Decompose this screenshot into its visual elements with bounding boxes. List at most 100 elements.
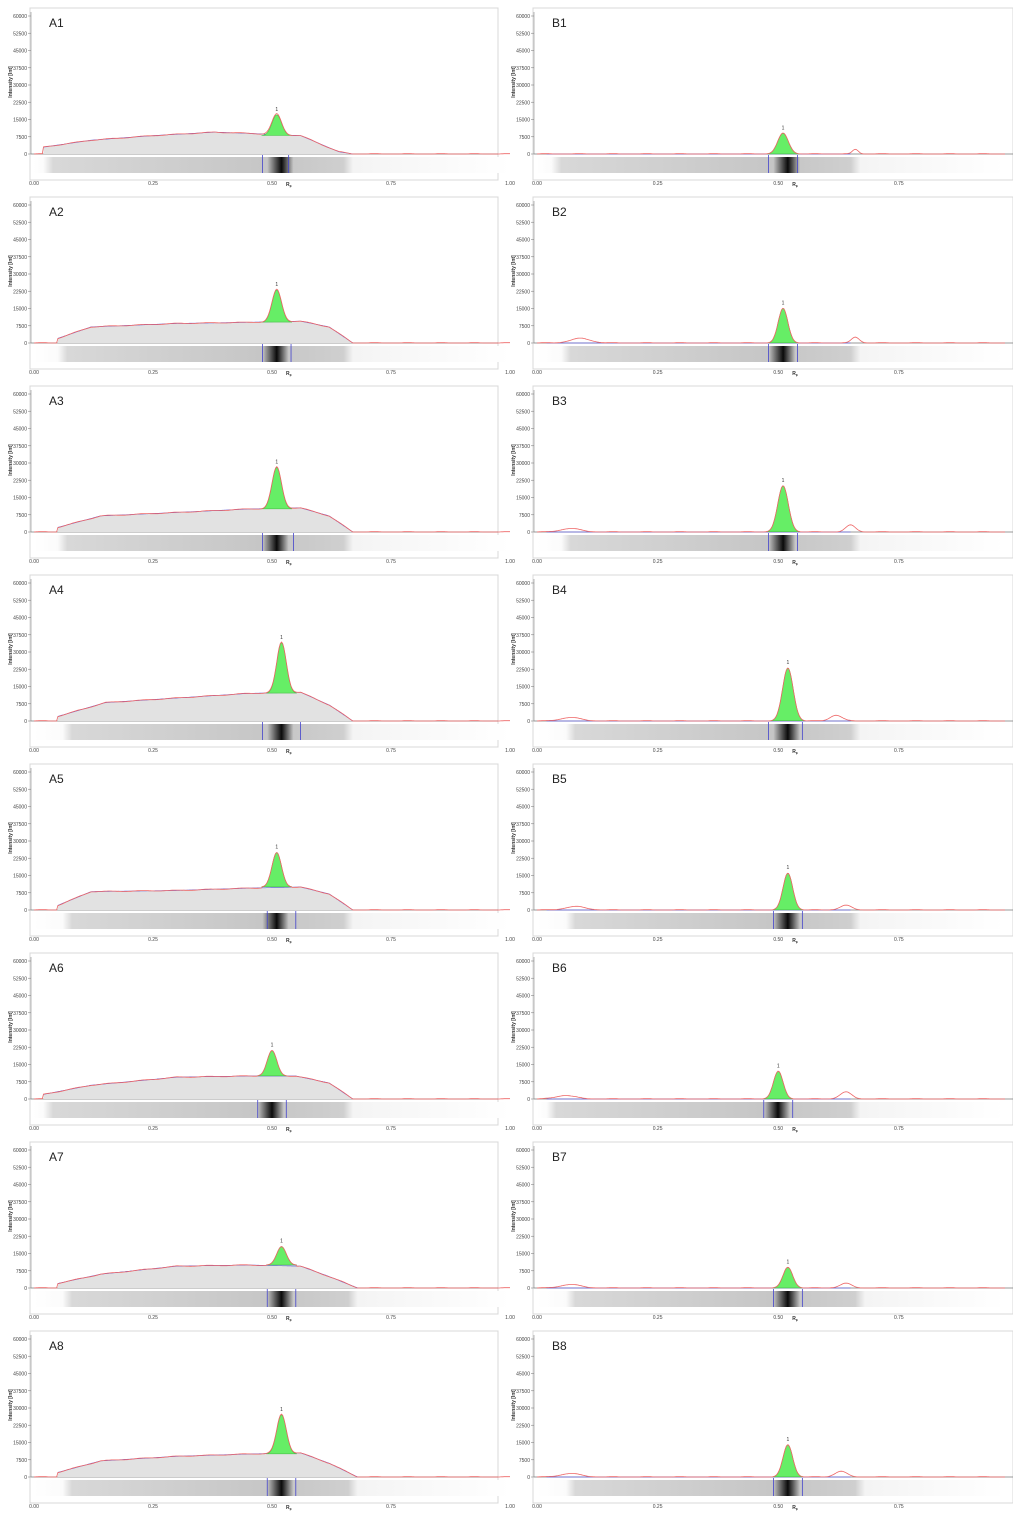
panel-b6: B6 60000 52500 45000 37500 30000 22500 15000 750… [503,949,1013,1137]
panel-label: B3 [552,394,567,408]
lane-strip [34,346,510,362]
x-tick-label: 0.25 [653,1504,663,1510]
x-tick-label: 0.00 [532,1126,542,1132]
plot-frame [532,1141,1013,1315]
y-tick-label: 52500 [13,1354,27,1360]
panel-label: B7 [552,1150,567,1164]
rf-subscript: F [796,374,799,378]
chart-svg: B3 60000 52500 45000 37500 30000 22500 15000 750… [511,385,1013,567]
y-tick-label: 0 [24,1097,27,1103]
panel-b5: B5 60000 52500 45000 37500 30000 22500 15000 750… [503,760,1013,948]
y-tick-label: 60000 [516,1337,530,1343]
y-tick-label: 52500 [516,409,530,415]
chart-svg: B5 60000 52500 45000 37500 30000 22500 15000 750… [511,763,1013,945]
x-tick-label: 0.00 [532,370,542,376]
lane-strip [537,1480,1005,1496]
x-tick-label: 0.75 [386,1315,396,1321]
x-tick-label: 0.25 [148,559,158,565]
y-tick-label: 22500 [516,856,530,862]
rf-subscript: F [290,563,293,567]
x-tick-label: 0.50 [267,937,277,943]
x-tick-label: 0.25 [653,370,663,376]
rf-subscript: F [796,1130,799,1134]
y-tick-label: 37500 [516,1200,530,1206]
panel-a8: A8 60000 52500 45000 37500 30000 22500 15000 750… [0,1327,515,1515]
peak-label: 1 [786,865,789,871]
signal-trace [536,667,1005,722]
y-tick-label: 37500 [516,66,530,72]
x-tick-label: 0.75 [894,1126,904,1132]
rf-subscript: F [796,752,799,756]
rf-label: RF [792,182,799,189]
x-tick-label: 0.00 [29,181,39,187]
y-tick-label: 30000 [13,1217,27,1223]
x-tick-label: 0.50 [773,1315,783,1321]
y-tick-label: 30000 [13,272,27,278]
y-tick-label: 52500 [13,31,27,37]
rf-subscript: F [290,1130,293,1134]
x-tick-label: 0.00 [29,937,39,943]
y-tick-label: 52500 [13,1165,27,1171]
panel-label: B2 [552,205,567,219]
signal-trace [536,485,1005,533]
y-tick-label: 22500 [13,100,27,106]
y-axis-label: Intensity [Int] [511,444,517,476]
peak-label: 1 [786,1259,789,1265]
signal-trace [536,307,1005,344]
lane-strip [537,346,1005,362]
y-axis-label: Intensity [Int] [8,1389,14,1421]
rf-label: RF [792,1127,799,1134]
x-tick-label: 1.00 [505,748,515,754]
x-tick-label: 0.00 [29,1126,39,1132]
panel-label: B8 [552,1339,567,1353]
y-tick-label: 30000 [13,650,27,656]
y-tick-label: 30000 [516,1406,530,1412]
y-tick-label: 37500 [13,66,27,72]
lane-strip [537,724,1005,740]
y-tick-label: 30000 [516,839,530,845]
y-tick-label: 60000 [13,14,27,20]
lane-strip [34,535,510,551]
x-tick-label: 1.00 [505,1504,515,1510]
x-tick-label: 0.50 [773,181,783,187]
y-tick-label: 15000 [13,1252,27,1258]
x-tick-label: 0.25 [653,1315,663,1321]
panel-label: A4 [49,583,64,597]
x-tick-label: 0.25 [148,937,158,943]
y-tick-label: 45000 [13,49,27,55]
rf-subscript: F [796,1508,799,1512]
y-tick-label: 60000 [13,581,27,587]
x-tick-label: 0.00 [532,559,542,565]
y-tick-label: 30000 [516,650,530,656]
x-tick-label: 1.00 [505,1126,515,1132]
x-tick-label: 0.50 [773,1504,783,1510]
y-tick-label: 30000 [516,461,530,467]
y-tick-label: 45000 [13,616,27,622]
y-tick-label: 60000 [516,1148,530,1154]
y-tick-label: 22500 [13,1045,27,1051]
background-area [57,321,353,343]
y-tick-label: 60000 [516,392,530,398]
y-tick-label: 0 [527,1475,530,1481]
y-tick-label: 0 [24,152,27,158]
y-tick-label: 0 [527,719,530,725]
panel-label: B4 [552,583,567,597]
panel-label: A8 [49,1339,64,1353]
x-tick-label: 0.25 [148,1504,158,1510]
plot-frame [532,574,1013,748]
y-tick-label: 30000 [516,1028,530,1034]
y-tick-label: 60000 [13,203,27,209]
peak-label: 1 [271,1043,274,1049]
peak-label: 1 [280,1239,283,1245]
y-tick-label: 22500 [13,289,27,295]
x-tick-label: 0.00 [532,1504,542,1510]
y-tick-label: 15000 [516,1063,530,1069]
rf-subscript: F [796,1319,799,1323]
y-tick-label: 52500 [516,1165,530,1171]
x-tick-label: 0.00 [29,1504,39,1510]
peak-label: 1 [275,107,278,113]
y-tick-label: 15000 [13,1063,27,1069]
x-tick-label: 0.75 [894,1315,904,1321]
panel-a1: A1 60000 52500 45000 37500 30000 22500 15000 750… [0,4,515,192]
